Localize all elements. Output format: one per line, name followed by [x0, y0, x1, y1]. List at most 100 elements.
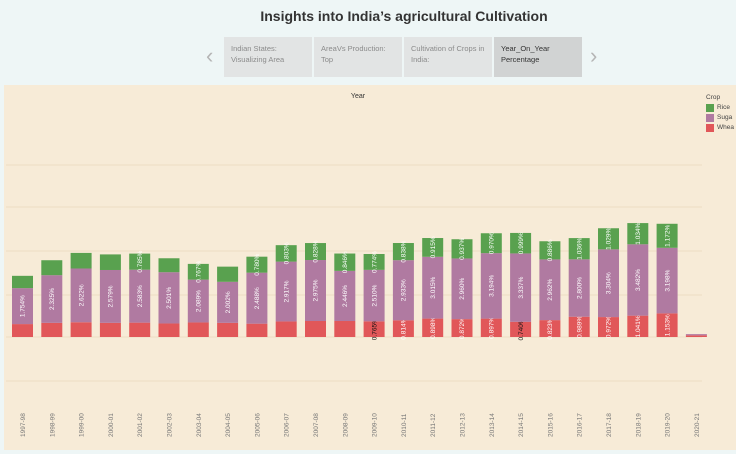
data-label-sugarcane: 3.194% — [489, 275, 496, 297]
column-header: Year — [351, 93, 366, 100]
bar-rice — [158, 258, 180, 273]
x-tick-label: 2008-09 — [342, 413, 349, 437]
data-label-sugarcane: 2.933% — [401, 279, 408, 301]
bar-sugarcane — [334, 270, 356, 322]
bar-sugarcane — [392, 260, 414, 321]
bar-rice — [305, 243, 326, 261]
stacked-bar-chart: Year 1.754% 1997-98 2.325% 1998-99 2.622% 1999… — [6, 93, 707, 437]
story-tabs: Indian States: Visualizing Area AreaVs P… — [224, 37, 584, 77]
x-tick-label: 2010-11 — [401, 413, 408, 437]
data-label-rice: 0.846% — [342, 251, 349, 273]
bar-sugarcane — [510, 253, 532, 322]
bar-sugarcane — [598, 249, 619, 318]
data-label-rice: 0.828% — [313, 240, 320, 262]
bar-sugarcane — [422, 256, 444, 319]
tab-label-line2: Visualizing Area — [231, 55, 285, 64]
bar-sugarcane — [217, 281, 239, 323]
bar-rice — [217, 266, 239, 282]
bar-sugarcane — [480, 253, 502, 319]
page-title: Insights into India’s agricultural Culti… — [260, 8, 548, 24]
data-label-wheat: 0.765% — [371, 318, 378, 340]
bar-wheat — [363, 321, 385, 337]
data-label-sugarcane: 2.579% — [108, 285, 115, 307]
data-label-rice: 0.767% — [196, 261, 203, 283]
bar-sugarcane — [363, 269, 385, 322]
bar-sugarcane — [246, 272, 268, 324]
x-tick-label: 2006-07 — [284, 413, 291, 437]
bar-wheat — [246, 323, 268, 337]
data-label-rice: 1.172% — [664, 225, 671, 247]
data-label-sugarcane: 2.622% — [78, 284, 85, 306]
bar-wheat — [158, 323, 180, 337]
data-label-wheat: 0.740% — [518, 318, 525, 340]
bar-rice — [392, 243, 414, 261]
bar-rice — [656, 223, 678, 248]
tab-indian-states[interactable]: Indian States: Visualizing Area — [224, 37, 312, 77]
legend-label: Suga — [717, 114, 733, 121]
data-label-sugarcane: 2.800% — [576, 277, 583, 299]
bar-wheat — [451, 319, 473, 337]
bar-sugarcane — [305, 260, 326, 322]
data-label-rice: 0.886% — [547, 239, 554, 261]
bar-wheat — [392, 320, 414, 337]
tab-year-on-year[interactable]: Year_On_Year Percentage — [494, 37, 582, 77]
x-tick-label: 2018-19 — [635, 413, 642, 437]
x-tick-label: 2002-03 — [167, 413, 174, 437]
x-tick-label: 2017-18 — [606, 413, 613, 437]
bar-sugarcane — [627, 244, 649, 316]
x-tick-label: 2003-04 — [196, 413, 203, 437]
data-label-rice: 0.970% — [489, 232, 496, 254]
data-label-rice: 0.937% — [459, 238, 466, 260]
tab-label-line1: Year_On_Year — [501, 44, 550, 53]
x-tick-label: 2009-10 — [372, 413, 379, 437]
data-label-rice: 0.838% — [401, 240, 408, 262]
x-tick-label: 2020-21 — [694, 413, 701, 437]
bar-rice — [510, 232, 532, 254]
data-label-sugarcane: 2.975% — [313, 279, 320, 301]
tab-label-line1: AreaVs Production: — [321, 44, 386, 53]
legend-item-rice[interactable]: Rice — [706, 103, 734, 113]
bar-wheat — [480, 318, 502, 337]
bar-rice — [41, 260, 63, 276]
bar-wheat — [99, 322, 121, 337]
chart-panel: Year 1.754% 1997-98 2.325% 1998-99 2.622% 1999… — [4, 85, 736, 450]
bar-rice — [422, 238, 444, 257]
data-label-wheat: 0.823% — [547, 317, 554, 339]
bar-rice — [99, 254, 121, 270]
bar-wheat — [422, 318, 444, 337]
data-label-wheat: 0.989% — [576, 316, 583, 338]
bar-wheat — [217, 322, 239, 337]
chevron-left-icon[interactable]: ‹ — [206, 43, 214, 68]
bar-rice — [480, 233, 502, 254]
bar-wheat — [275, 321, 297, 337]
bar-wheat — [12, 324, 33, 337]
chevron-right-icon[interactable]: › — [590, 43, 598, 68]
x-tick-label: 1998-99 — [49, 413, 56, 437]
bar-rice — [598, 228, 619, 250]
tab-label-line2: Top — [321, 55, 334, 64]
data-label-rice: 0.915% — [430, 236, 437, 258]
bar-rice — [129, 253, 151, 270]
legend-item-wheat[interactable]: Whea — [706, 123, 734, 133]
bar-sugarcane — [451, 258, 473, 320]
x-tick-label: 2004-05 — [225, 413, 232, 437]
tab-area-vs-production[interactable]: AreaVs Production: Top — [314, 37, 402, 77]
legend-swatch-rice — [706, 104, 714, 112]
data-label-rice: 0.774% — [371, 251, 378, 273]
legend-item-sugarcane[interactable]: Suga — [706, 113, 734, 123]
tab-cultivation-of-crops[interactable]: Cultivation of Crops in India: — [404, 37, 492, 77]
bar-rice — [627, 223, 649, 245]
legend-label: Whea — [717, 124, 734, 131]
data-label-sugarcane: 3.198% — [664, 269, 671, 291]
data-label-rice: 1.036% — [576, 237, 583, 259]
tab-label-line1: Cultivation of Crops in — [411, 44, 485, 53]
bar-sugarcane — [70, 268, 92, 323]
bar-wheat — [598, 317, 619, 337]
x-tick-label: 2012-13 — [460, 413, 467, 437]
bar-wheat — [334, 321, 356, 337]
x-tick-label: 1997-98 — [20, 413, 27, 437]
bar-sugarcane — [685, 334, 707, 336]
bar-wheat — [305, 321, 326, 337]
legend-swatch-sugarcane — [706, 114, 714, 122]
data-label-rice: 1.034% — [635, 222, 642, 244]
